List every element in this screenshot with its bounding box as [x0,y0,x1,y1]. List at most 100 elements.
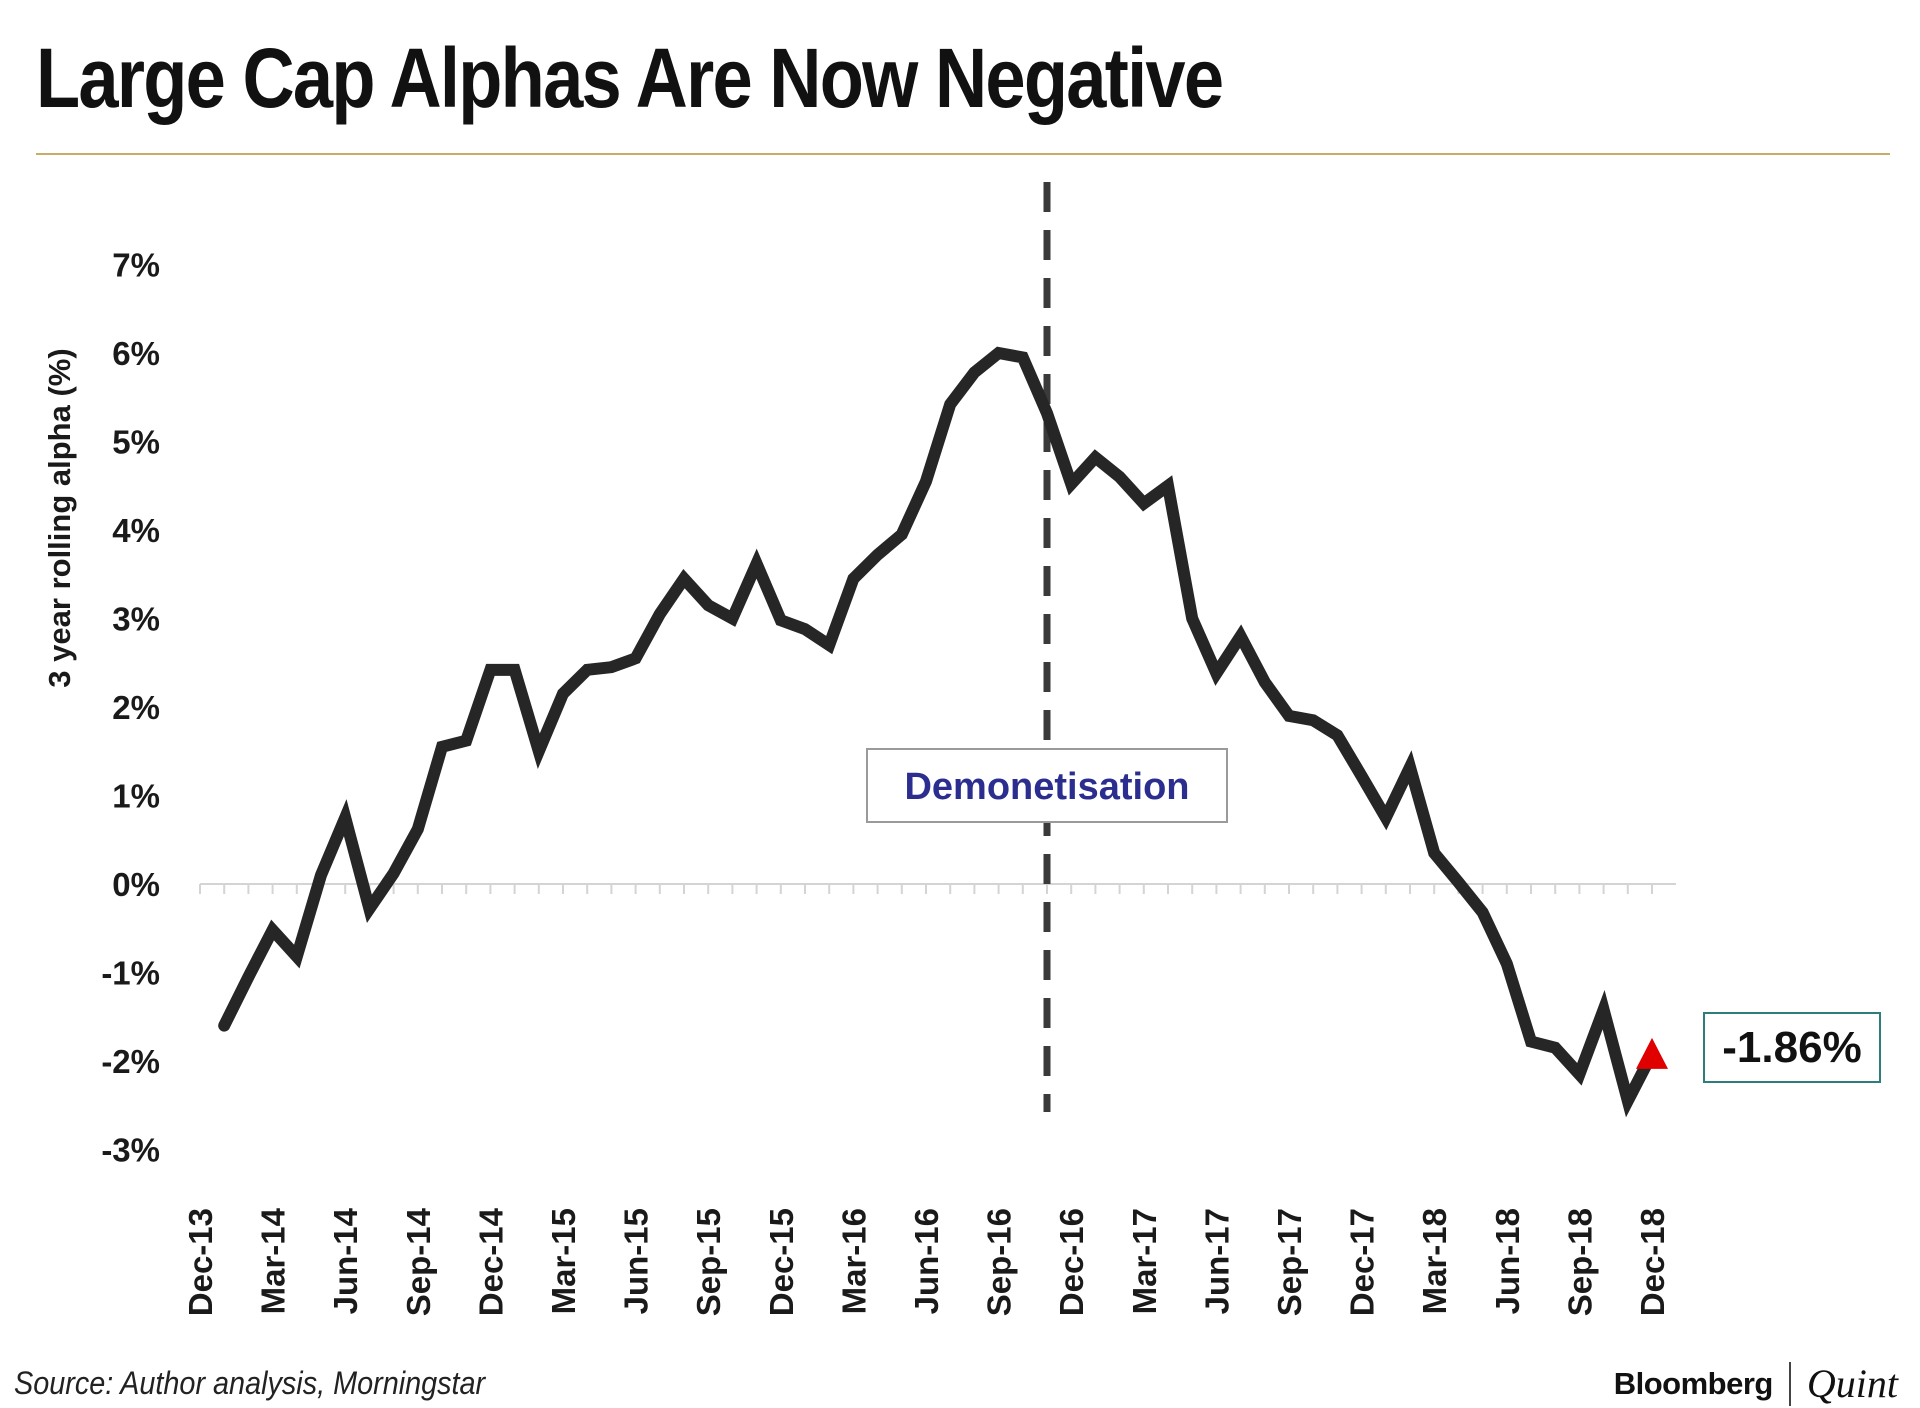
data-point [586,668,589,671]
data-point [1191,617,1194,620]
last-value-marker [1636,1037,1668,1069]
data-point [1578,1073,1581,1076]
data-point [949,403,952,406]
y-tick-label: 4% [112,512,160,549]
data-point [997,352,1000,354]
data-point [1288,714,1290,717]
data-point [1167,484,1169,487]
data-point [465,739,468,742]
data-point [925,480,927,483]
data-point [392,872,395,875]
y-tick-label: 2% [112,689,160,726]
y-tick-label: 6% [112,335,160,372]
y-tick-label: 5% [112,424,160,461]
x-tick-label: Dec-15 [763,1208,800,1316]
data-point [537,750,540,753]
brand-logo: Bloomberg Quint [1614,1360,1898,1407]
y-tick-label: 1% [112,778,160,815]
brand-primary: Bloomberg [1613,1365,1774,1401]
data-point [634,657,637,660]
data-point [1312,719,1315,722]
data-point [1481,911,1484,914]
last-value-callout-box [1703,1012,1881,1083]
y-tick-label: -3% [101,1132,160,1169]
x-tick-label: Jun-14 [327,1207,364,1314]
data-point [683,577,685,580]
data-point [489,668,492,671]
data-point [1263,681,1266,684]
x-tick-label: Sep-15 [690,1208,727,1316]
data-point [1602,1008,1605,1011]
data-point [1626,1099,1629,1102]
y-tick-label: 3% [112,601,160,638]
data-point [755,562,758,565]
x-tick-label: Dec-13 [182,1208,219,1316]
data-point [973,371,976,374]
data-point [1021,356,1024,359]
data-point [295,955,298,958]
x-tick-label: Jun-17 [1198,1208,1235,1314]
x-tick-label: Sep-16 [981,1208,1018,1316]
data-point [828,644,831,647]
x-tick-label: Mar-16 [835,1208,872,1314]
x-tick-label: Dec-14 [472,1207,509,1316]
data-point [223,1024,226,1027]
data-point [1118,475,1121,478]
data-point [804,628,806,631]
data-point [1530,1040,1532,1043]
data-point [1457,881,1460,884]
x-tick-label: Mar-14 [255,1207,292,1314]
last-value-label: -1.86% [1722,1023,1861,1072]
brand-divider [1788,1361,1791,1406]
data-point [876,553,879,556]
y-tick-label: -1% [101,955,160,992]
data-point [562,692,564,695]
data-point [1215,672,1218,675]
data-point [320,874,322,877]
data-point [416,828,419,831]
data-point [1409,766,1411,769]
data-point [1433,852,1436,855]
x-tick-label: Jun-15 [618,1208,655,1314]
series-line [218,346,1658,1118]
data-point [271,929,274,932]
data-point [368,907,371,910]
data-point [1142,502,1145,505]
data-point [731,617,734,620]
source-note: Source: Author analysis, Morningstar [14,1365,486,1401]
x-tick-label: Mar-15 [545,1208,582,1314]
data-point [1554,1046,1557,1049]
x-tick-label: Mar-18 [1416,1208,1453,1314]
data-point [1384,816,1387,819]
x-tick-label: Dec-17 [1344,1208,1381,1316]
x-tick-label: Dec-18 [1634,1208,1671,1316]
y-tick-label: 7% [112,247,160,284]
data-point [1070,482,1073,485]
y-tick-label: 0% [112,866,160,903]
data-point [1094,456,1097,459]
data-point [610,666,613,669]
x-tick-label: Sep-14 [400,1207,437,1316]
data-point [1336,734,1339,737]
data-point [1505,962,1508,965]
data-point [247,975,250,978]
y-tick-label: -2% [101,1043,160,1080]
y-axis-label: 3 year rolling alpha (%) [42,348,77,687]
data-point [779,619,782,622]
data-point [900,533,903,536]
data-point [658,613,661,616]
demonetisation-box [866,748,1228,823]
data-point [513,668,516,671]
data-point [707,604,710,607]
demonetisation-label: Demonetisation [904,766,1189,808]
data-point [344,816,347,819]
data-point [441,745,443,748]
data-point [852,577,855,580]
brand-secondary: Quint [1806,1361,1898,1406]
x-tick-label: Jun-16 [908,1208,945,1314]
chart-title: Large Cap Alphas Are Now Negative [36,31,1224,125]
x-tick-label: Sep-17 [1271,1208,1308,1316]
title-rule [36,153,1890,155]
data-point [1239,635,1242,638]
